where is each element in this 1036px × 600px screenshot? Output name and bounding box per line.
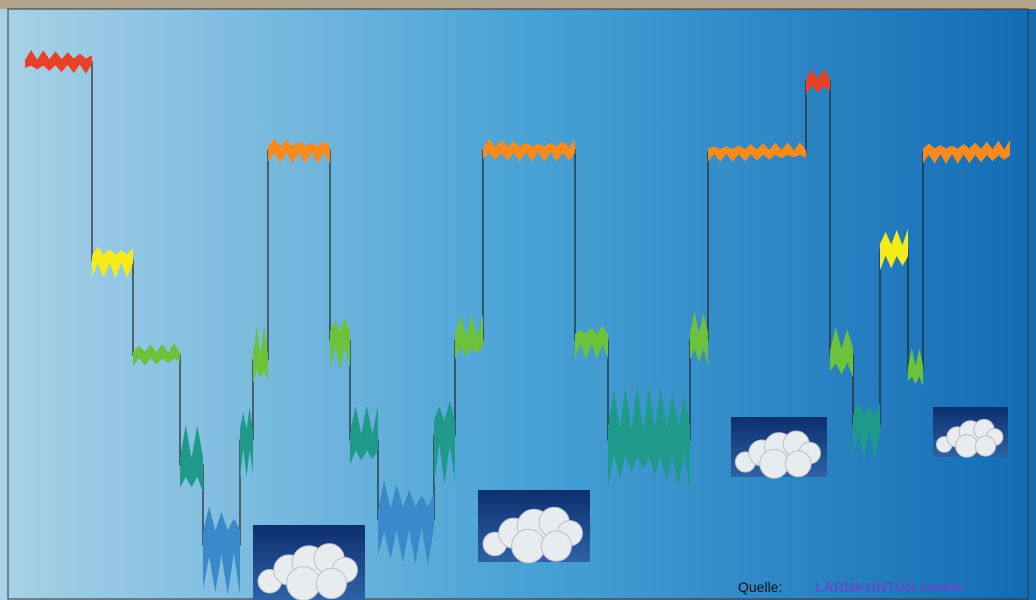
noise-wave — [133, 343, 180, 367]
cloud-puff — [759, 448, 790, 479]
noise-wave — [483, 138, 575, 162]
noise-wave — [253, 325, 268, 383]
noise-wave — [268, 138, 330, 164]
cloud-photo — [253, 525, 365, 600]
noise-wave — [830, 327, 853, 378]
level-steps — [25, 50, 1010, 595]
noise-wave — [25, 50, 92, 74]
noise-wave — [434, 400, 455, 485]
clouds — [253, 407, 1008, 600]
noise-wave — [908, 348, 923, 387]
cloud-puff — [784, 450, 812, 478]
noise-wave — [378, 480, 434, 565]
frame — [7, 8, 1029, 600]
noise-wave — [350, 405, 378, 465]
noise-wave — [180, 425, 203, 493]
cloud-photo — [731, 417, 827, 479]
source-label: Quelle: — [738, 579, 782, 595]
noise-wave — [923, 140, 1010, 164]
cloud-photo — [478, 490, 590, 564]
noise-wave — [455, 315, 483, 360]
cloud-puff — [974, 435, 997, 457]
cloud-puff — [955, 434, 979, 458]
noise-wave — [240, 407, 253, 480]
top-strip — [0, 0, 1036, 9]
noise-wave — [708, 142, 806, 162]
noise-wave — [806, 68, 830, 95]
noise-wave — [690, 311, 708, 366]
cloud-puff — [511, 528, 546, 564]
cloud-puff — [286, 566, 321, 600]
cloud-puff — [315, 567, 348, 600]
noise-wave — [92, 247, 133, 278]
noise-wave — [880, 228, 908, 271]
noise-wave — [608, 385, 690, 493]
noise-wave — [575, 325, 608, 360]
cloud-photo — [933, 407, 1008, 458]
noise-wave — [330, 317, 350, 370]
source-name: LÄRMKONTOR GmbH — [815, 579, 962, 595]
noise-wave — [203, 506, 240, 595]
noise-wave — [853, 402, 880, 460]
cloud-puff — [540, 530, 573, 562]
